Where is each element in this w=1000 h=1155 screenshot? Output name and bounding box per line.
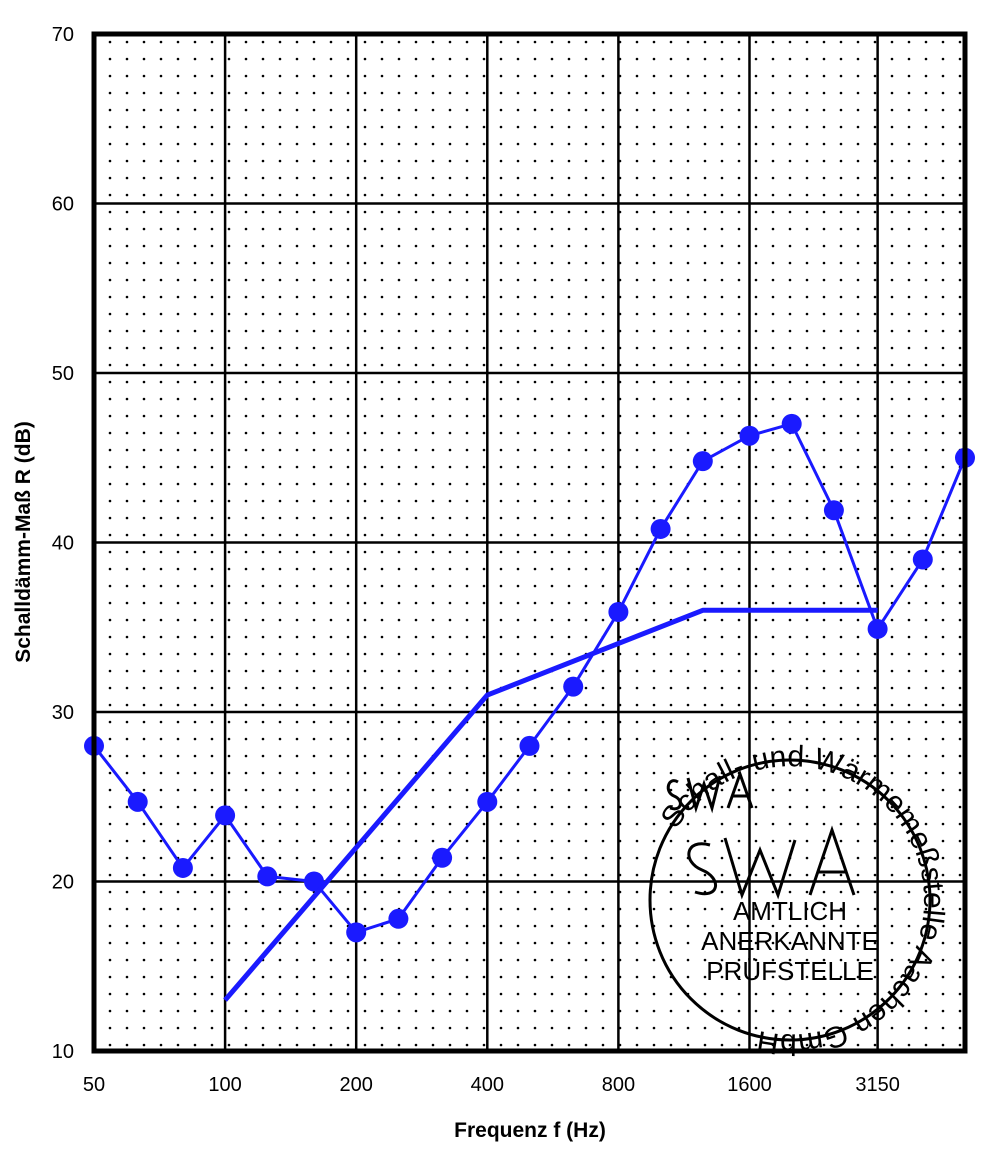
stamp-line-2: ANERKANNTE xyxy=(701,926,879,956)
data-point xyxy=(432,847,453,868)
x-tick-label: 800 xyxy=(602,1074,635,1096)
data-point xyxy=(563,676,584,697)
data-point xyxy=(346,922,367,943)
stamp-line-1: AMTLICH xyxy=(733,896,847,926)
stamp-logo-icon xyxy=(666,769,856,900)
data-point xyxy=(867,618,888,639)
data-point xyxy=(692,451,713,472)
data-point xyxy=(388,908,409,929)
data-point xyxy=(172,857,193,878)
x-axis-label: Frequenz f (Hz) xyxy=(454,1119,606,1142)
x-tick-label: 200 xyxy=(340,1074,373,1096)
data-point xyxy=(608,601,629,622)
y-tick-label: 20 xyxy=(52,872,74,894)
data-point xyxy=(303,871,324,892)
y-tick-label: 30 xyxy=(52,702,74,724)
x-tick-label: 50 xyxy=(83,1074,105,1096)
data-point xyxy=(739,425,760,446)
stamp-line-3: PRÜFSTELLE xyxy=(706,956,874,986)
data-point xyxy=(477,791,498,812)
data-point xyxy=(823,500,844,521)
y-tick-label: 40 xyxy=(52,533,74,555)
series-line-2 xyxy=(223,607,878,1002)
data-point xyxy=(781,413,802,434)
data-point xyxy=(519,735,540,756)
data-point xyxy=(257,866,278,887)
y-tick-label: 10 xyxy=(52,1041,74,1063)
x-tick-label: 3150 xyxy=(855,1074,900,1096)
x-tick-label: 100 xyxy=(208,1074,241,1096)
x-tick-label: 400 xyxy=(471,1074,504,1096)
data-point xyxy=(650,518,671,539)
x-tick-label: 1600 xyxy=(727,1074,772,1096)
y-axis-label: Schalldämm-Maß R (dB) xyxy=(12,421,35,663)
x-tick-labels: 50 100 200 400 800 1600 3150 xyxy=(83,1074,900,1096)
data-point xyxy=(912,549,933,570)
y-tick-label: 70 xyxy=(52,24,74,46)
plot-frame xyxy=(91,31,968,1054)
data-point xyxy=(127,791,148,812)
data-series xyxy=(84,413,975,1002)
data-point xyxy=(215,805,236,826)
y-tick-label: 50 xyxy=(52,363,74,385)
y-tick-label: 60 xyxy=(52,194,74,216)
y-tick-labels: 10 20 30 40 50 60 70 xyxy=(52,24,74,1063)
